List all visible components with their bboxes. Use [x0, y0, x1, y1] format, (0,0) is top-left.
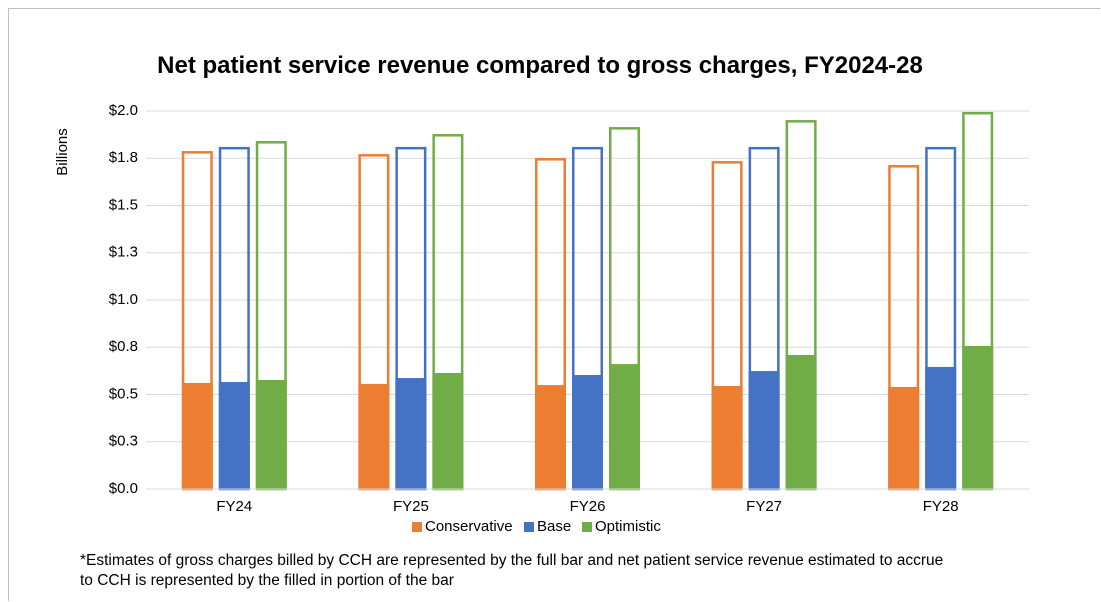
net-bar	[395, 378, 427, 489]
x-tick-label: FY27	[746, 498, 782, 515]
y-tick-label: $2.0	[109, 102, 138, 119]
y-axis-label: Billions	[54, 128, 71, 176]
net-bar	[358, 383, 390, 489]
legend-label: Conservative	[425, 518, 513, 535]
legend-label: Optimistic	[595, 518, 661, 535]
net-bar	[535, 385, 566, 489]
x-tick-label: FY24	[216, 498, 252, 515]
net-bar	[748, 371, 780, 489]
x-tick-label: FY26	[570, 498, 606, 515]
legend-label: Base	[537, 518, 571, 535]
y-tick-label: $1.8	[109, 149, 138, 166]
legend-swatch	[412, 522, 422, 532]
net-bar	[888, 386, 920, 489]
y-tick-label: $0.5	[109, 385, 138, 402]
y-tick-label: $1.0	[109, 291, 138, 308]
x-tick-label: FY25	[393, 498, 429, 515]
y-tick-label: $1.3	[109, 244, 138, 261]
legend-swatch	[524, 522, 534, 532]
net-bar	[432, 372, 464, 489]
x-tick-label: FY28	[923, 498, 959, 515]
chart-frame	[8, 8, 1100, 601]
legend-swatch	[582, 522, 592, 532]
net-bar	[218, 382, 250, 489]
net-bar	[962, 345, 994, 489]
chart-title: Net patient service revenue compared to …	[157, 52, 923, 79]
net-bar	[572, 375, 603, 489]
footnote: *Estimates of gross charges billed by CC…	[80, 552, 944, 589]
y-tick-label: $1.5	[109, 196, 138, 213]
net-bar	[181, 382, 213, 489]
net-bar	[785, 354, 817, 489]
y-tick-label: $0.3	[109, 433, 138, 450]
y-tick-label: $0.8	[109, 338, 138, 355]
net-bar	[255, 379, 287, 489]
net-bar	[711, 385, 743, 489]
y-tick-label: $0.0	[109, 480, 138, 497]
net-bar	[925, 366, 957, 489]
net-bar	[609, 364, 640, 489]
